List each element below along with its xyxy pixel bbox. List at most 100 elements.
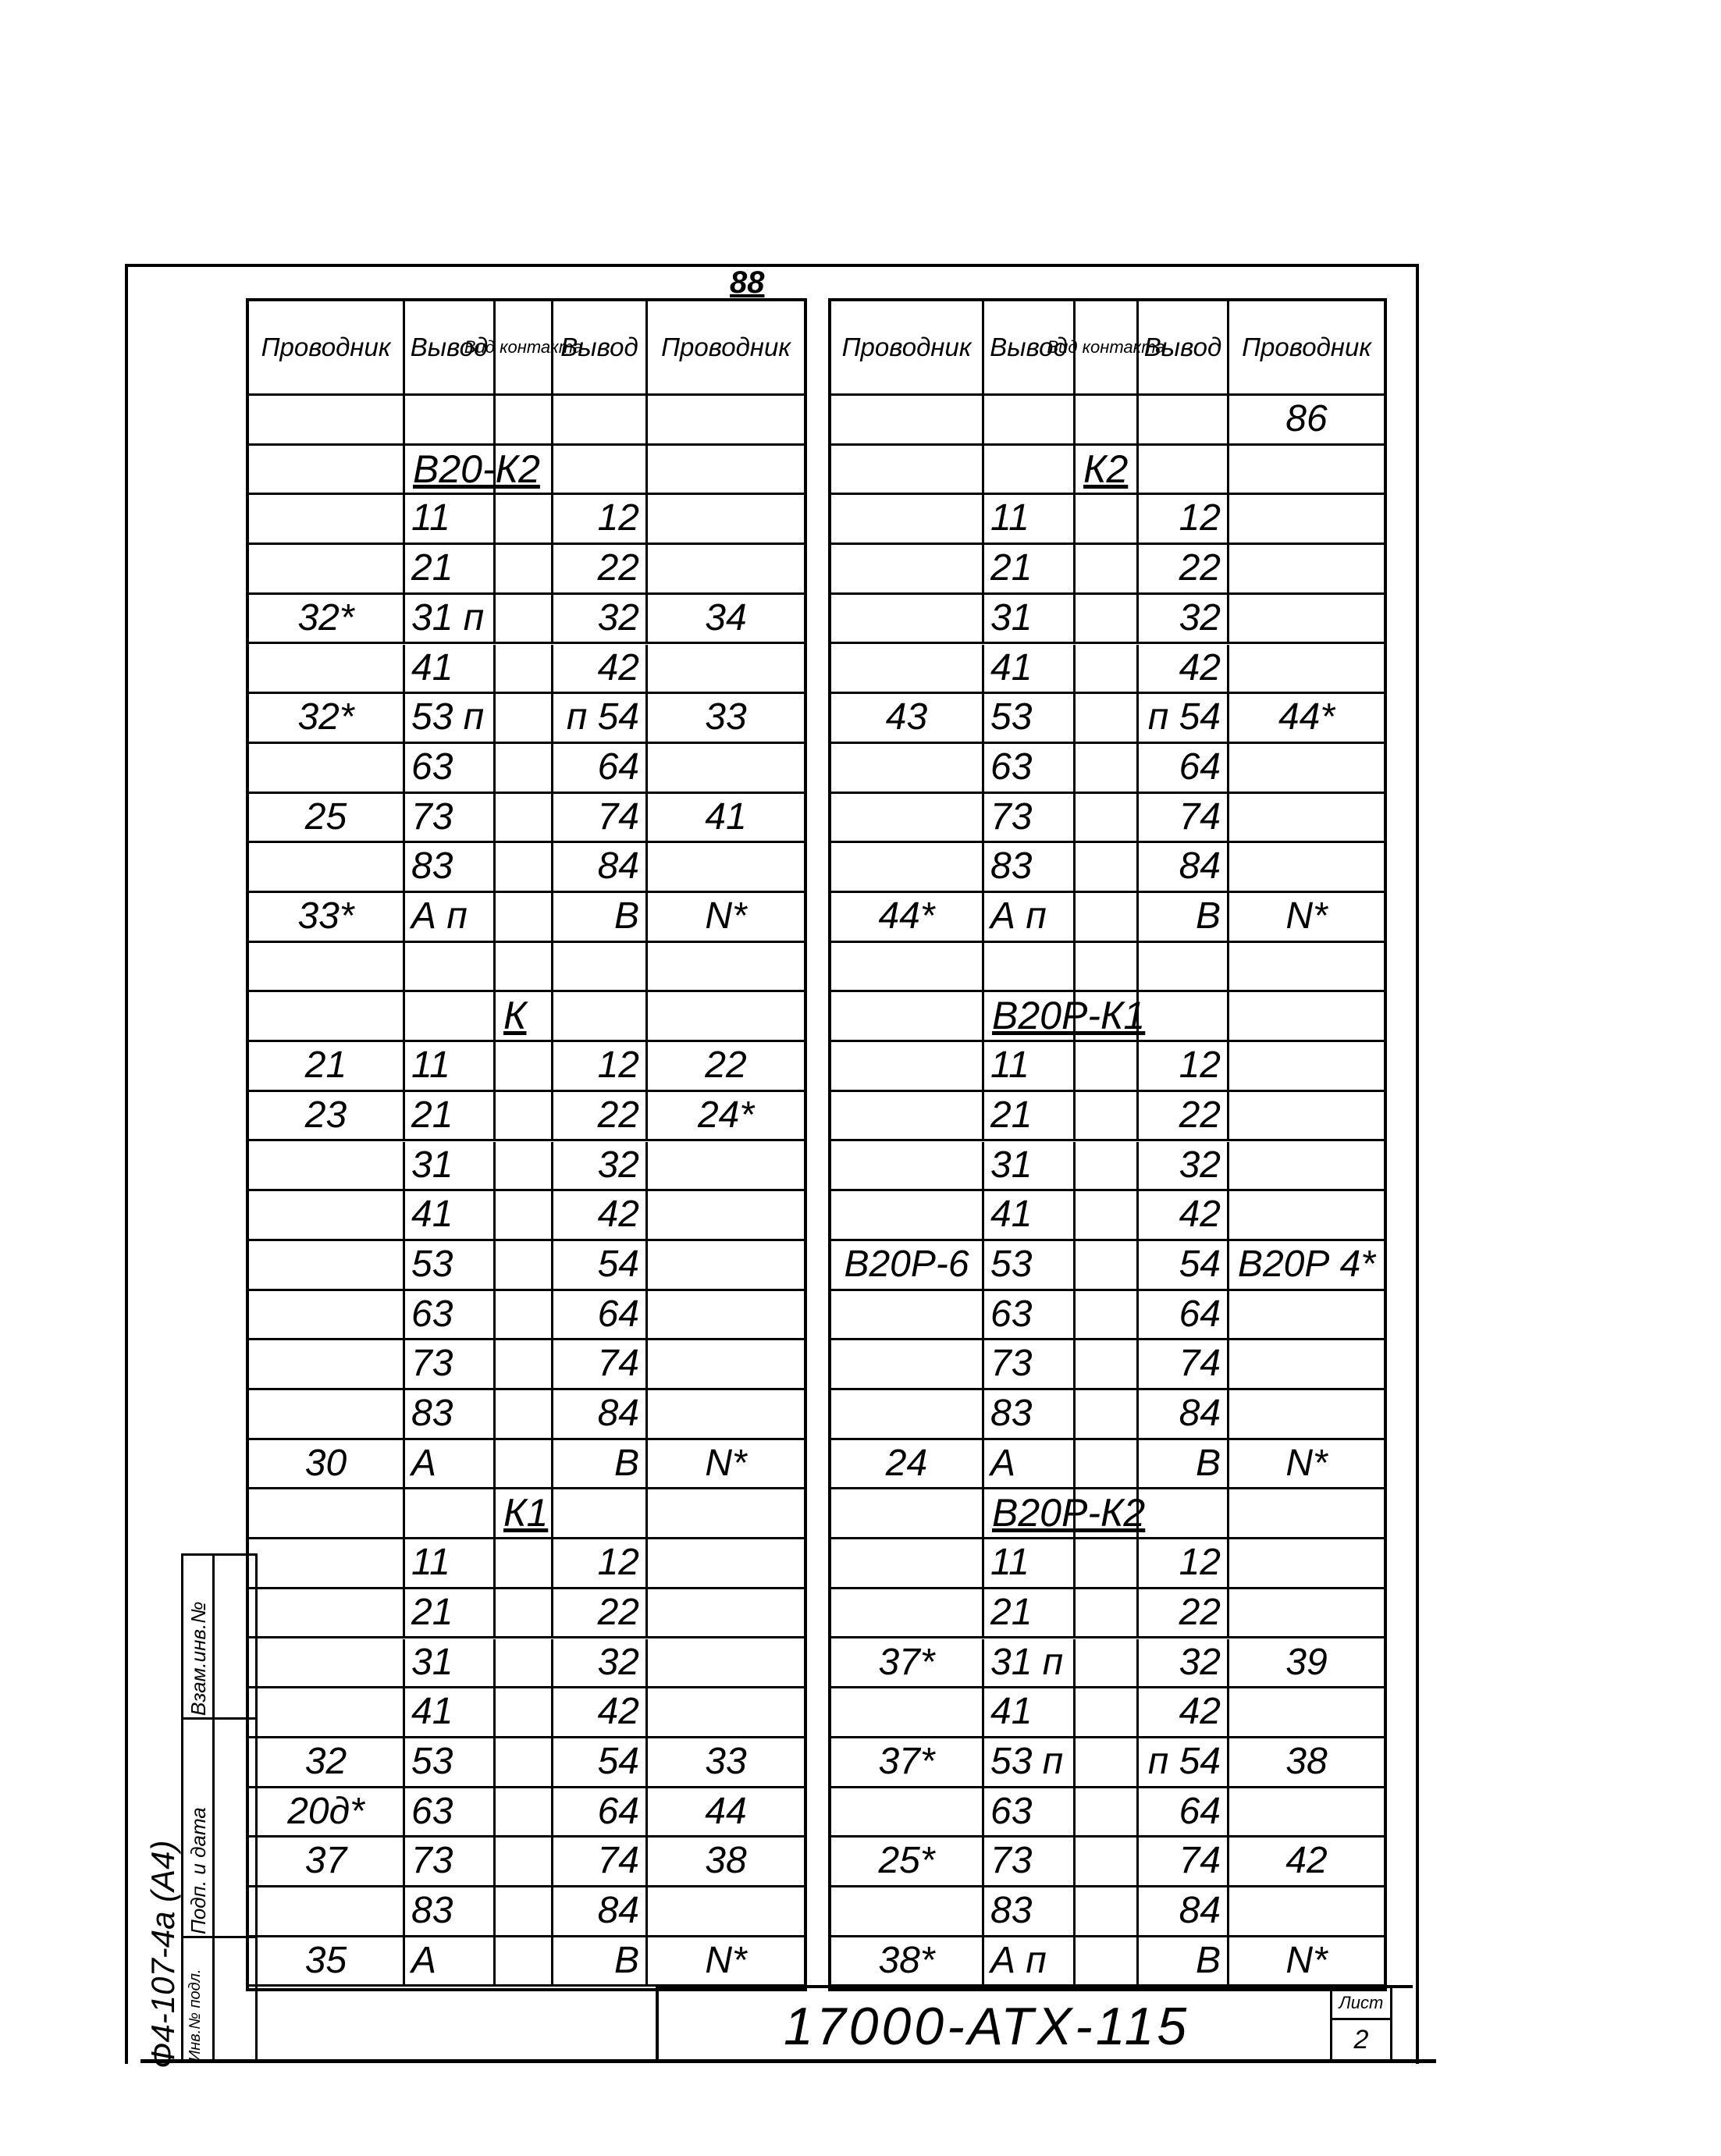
table-cell-terminal: В	[1139, 893, 1229, 943]
table-cell-terminal: А	[405, 1937, 496, 1987]
table-cell-terminal: В	[1139, 1937, 1229, 1987]
table-cell-contact-type	[496, 396, 553, 446]
table-cell-terminal: 41	[984, 644, 1076, 695]
table-cell-conductor: 30	[249, 1439, 405, 1490]
table-cell-terminal: 32	[553, 1141, 648, 1192]
table-cell-conductor	[831, 1390, 984, 1440]
table-cell-contact-type	[496, 1141, 553, 1192]
table-cell-terminal: 12	[1139, 495, 1229, 546]
table-cell-conductor: 38*	[831, 1937, 984, 1987]
header-terminal: Вывод	[405, 301, 496, 396]
table-cell-contact-type	[1076, 1638, 1139, 1689]
table-cell-contact-type	[1076, 1887, 1139, 1937]
table-cell-terminal	[984, 396, 1076, 446]
table-cell-terminal: 11	[405, 495, 496, 546]
table-cell-contact-type	[1076, 1191, 1139, 1241]
table-cell-terminal: 21	[405, 545, 496, 595]
table-cell-contact-type	[1076, 1489, 1139, 1540]
table-cell-conductor	[1229, 645, 1384, 695]
table-cell-conductor	[648, 1489, 804, 1540]
table-cell-conductor	[1229, 595, 1384, 645]
table-cell-contact-type	[1076, 495, 1139, 546]
table-cell-conductor: 32*	[249, 594, 405, 645]
header-terminal: Вывод	[984, 301, 1076, 396]
table-cell-contact-type	[496, 743, 553, 794]
table-cell-conductor	[1229, 744, 1384, 794]
header-conductor: Проводник	[249, 301, 405, 396]
table-cell-conductor	[648, 1589, 804, 1639]
table-cell-terminal: 73	[405, 1340, 496, 1390]
table-cell-terminal: 84	[1139, 843, 1229, 893]
table-cell-terminal	[553, 396, 648, 446]
table-cell-conductor: 21	[249, 1042, 405, 1092]
table-cell-terminal	[553, 1489, 648, 1540]
table-cell-conductor	[831, 1042, 984, 1092]
table-cell-conductor	[831, 1788, 984, 1838]
table-cell-contact-type	[496, 445, 553, 496]
table-cell-conductor: 44	[648, 1788, 804, 1838]
device-section-label: К2	[1083, 446, 1129, 491]
device-section-label: В20Р-К2	[992, 1491, 1146, 1535]
table-cell-conductor	[249, 545, 405, 595]
header-conductor: Проводник	[648, 301, 804, 396]
table-cell-terminal	[405, 942, 496, 993]
table-cell-terminal: 12	[1139, 1539, 1229, 1589]
table-cell-conductor: 42	[1229, 1838, 1384, 1887]
table-cell-terminal: 42	[553, 644, 648, 695]
table-cell-conductor: 39	[1229, 1639, 1384, 1689]
table-cell-terminal: 31 п	[984, 1638, 1076, 1689]
table-cell-terminal	[1139, 1489, 1229, 1540]
table-cell-conductor	[831, 1191, 984, 1241]
table-cell-terminal: 63	[984, 1290, 1076, 1341]
table-cell-terminal: 64	[553, 743, 648, 794]
table-cell-contact-type	[496, 893, 553, 943]
table-cell-terminal: 41	[405, 644, 496, 695]
table-cell-conductor	[1229, 1042, 1384, 1092]
device-section-label: К1	[503, 1491, 549, 1535]
table-cell-terminal: 83	[405, 1887, 496, 1937]
table-cell-terminal: 31	[405, 1638, 496, 1689]
table-cell-conductor: 38	[1229, 1738, 1384, 1788]
table-cell-terminal: 83	[405, 1390, 496, 1440]
table-cell-conductor	[249, 1638, 405, 1689]
table-cell-terminal: 74	[553, 1340, 648, 1390]
table-cell-terminal	[553, 992, 648, 1043]
table-cell-conductor	[831, 644, 984, 695]
table-cell-conductor: N*	[1229, 1937, 1384, 1987]
table-cell-contact-type	[1076, 1937, 1139, 1987]
table-cell-conductor: 33*	[249, 893, 405, 943]
table-cell-contact-type	[1076, 1290, 1139, 1341]
table-cell-conductor	[648, 1191, 804, 1241]
table-cell-terminal	[1139, 396, 1229, 446]
table-cell-terminal	[553, 445, 648, 496]
table-cell-terminal: 83	[984, 843, 1076, 893]
table-cell-contact-type	[496, 1539, 553, 1589]
table-cell-contact-type	[496, 843, 553, 893]
table-cell-contact-type	[1076, 1838, 1139, 1887]
table-cell-contact-type	[1076, 893, 1139, 943]
table-cell-terminal: 73	[984, 793, 1076, 844]
table-cell-terminal: 64	[1139, 743, 1229, 794]
table-cell-terminal: 54	[553, 1240, 648, 1291]
table-cell-contact-type	[496, 545, 553, 595]
right-connection-table: Проводник Вывод Вид контакта Вывод Проводник…	[828, 298, 1387, 1991]
table-cell-contact-type	[496, 793, 553, 844]
table-cell-terminal	[984, 992, 1076, 1043]
table-cell-contact-type	[1076, 743, 1139, 794]
table-cell-terminal: 53	[405, 1240, 496, 1291]
table-cell-contact-type	[1076, 1738, 1139, 1788]
table-cell-terminal: 83	[984, 1887, 1076, 1937]
table-cell-terminal: А	[405, 1439, 496, 1490]
table-cell-terminal: 21	[405, 1589, 496, 1639]
table-cell-terminal: 42	[1139, 644, 1229, 695]
header-terminal: Вывод	[1139, 301, 1229, 396]
table-cell-terminal: 42	[553, 1191, 648, 1241]
table-cell-contact-type	[496, 1937, 553, 1987]
header-contact-type: Вид контакта	[464, 301, 582, 396]
header-terminal: Вывод	[553, 301, 648, 396]
table-cell-contact-type	[1076, 793, 1139, 844]
table-cell-terminal: А п	[984, 1937, 1076, 1987]
table-cell-conductor	[249, 1887, 405, 1937]
table-cell-conductor: 23	[249, 1091, 405, 1142]
sheet-label: Лист	[1332, 1988, 1390, 2020]
